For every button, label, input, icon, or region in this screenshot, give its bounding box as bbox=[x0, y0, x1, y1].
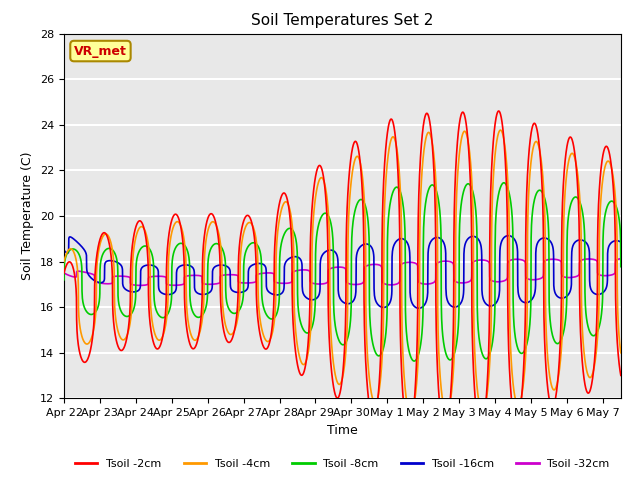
X-axis label: Time: Time bbox=[327, 424, 358, 437]
Legend: Tsoil -2cm, Tsoil -4cm, Tsoil -8cm, Tsoil -16cm, Tsoil -32cm: Tsoil -2cm, Tsoil -4cm, Tsoil -8cm, Tsoi… bbox=[70, 454, 614, 473]
Text: VR_met: VR_met bbox=[74, 45, 127, 58]
Y-axis label: Soil Temperature (C): Soil Temperature (C) bbox=[22, 152, 35, 280]
Title: Soil Temperatures Set 2: Soil Temperatures Set 2 bbox=[252, 13, 433, 28]
